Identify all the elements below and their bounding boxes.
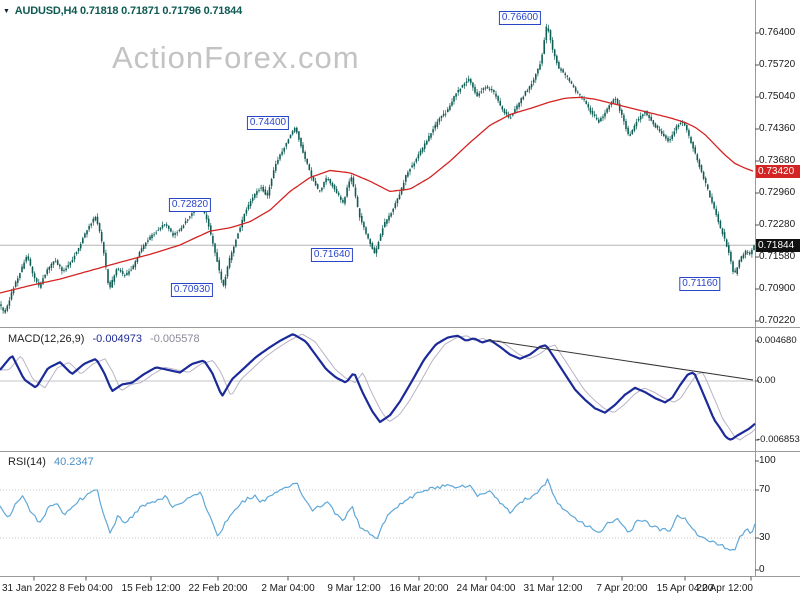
swing-price-label: 0.72820	[168, 198, 212, 212]
time-axis-label: 24 Mar 04:00	[456, 583, 516, 594]
time-axis-label: 8 Feb 04:00	[59, 583, 113, 594]
price-axis-tick: 0.74360	[759, 123, 796, 134]
rsi-axis-tick: 70	[759, 484, 771, 495]
axis-ticks	[33, 32, 759, 581]
time-axis-label: 2 Mar 04:00	[261, 583, 315, 594]
rsi-name: RSI(14)	[8, 456, 46, 468]
time-axis-label: 15 Apr 04:00	[656, 583, 714, 594]
panel-separators	[0, 0, 800, 577]
time-axis-label: 31 Jan 2022	[2, 583, 58, 594]
symbol-marker-icon: ▼	[3, 7, 10, 15]
price-axis-tick: 0.75040	[759, 91, 796, 102]
swing-price-label: 0.70930	[170, 283, 214, 297]
rsi-value: 40.2347	[53, 456, 94, 468]
time-axis-label: 31 Mar 12:00	[523, 583, 583, 594]
rsi-line	[0, 478, 756, 551]
rsi-axis-tick: 0	[759, 564, 765, 575]
macd-value: -0.004973	[92, 333, 143, 345]
time-axis-label: 22 Feb 20:00	[188, 583, 248, 594]
price-axis-tick: 0.71580	[759, 251, 796, 262]
swing-price-label: 0.76600	[498, 11, 542, 25]
time-axis-label: 16 Mar 20:00	[389, 583, 449, 594]
price-axis-tick: 0.72280	[759, 219, 796, 230]
rsi-indicator-label: RSI(14) 40.2347	[8, 456, 94, 468]
swing-price-label: 0.74400	[246, 116, 290, 130]
price-axis-tick: 0.76400	[759, 27, 796, 38]
time-axis-label: 22 Apr 12:00	[696, 583, 753, 594]
candles-series	[0, 23, 755, 314]
rsi-axis-tick: 30	[759, 532, 771, 543]
symbol-ohlc-text: AUDUSD,H4 0.71818 0.71871 0.71796 0.7184…	[14, 5, 242, 17]
macd-axis-tick: -0.006853	[757, 434, 800, 445]
macd-axis-tick: 0.00	[757, 375, 776, 386]
current-price-tag: 0.71844	[756, 238, 800, 252]
macd-name: MACD(12,26,9)	[8, 333, 85, 345]
price-axis-tick: 0.70220	[759, 315, 796, 326]
macd-trendline	[487, 339, 754, 381]
watermark: ActionForex.com	[112, 40, 360, 75]
swing-price-label: 0.71640	[310, 248, 354, 262]
price-axis-tick: 0.75720	[759, 59, 796, 70]
macd-signal-value: -0.005578	[150, 333, 200, 345]
time-axis-label: 9 Mar 12:00	[327, 583, 381, 594]
time-axis-label: 7 Apr 20:00	[596, 583, 648, 594]
ma-line	[0, 96, 754, 294]
price-axis-tick: 0.72960	[759, 187, 796, 198]
price-axis-tick: 0.73680	[759, 155, 796, 166]
macd-axis-tick: 0.004680	[757, 335, 797, 346]
price-axis-tick: 0.70900	[759, 283, 796, 294]
time-axis-label: 15 Feb 12:00	[121, 583, 181, 594]
chart-title: ▼ AUDUSD,H4 0.71818 0.71871 0.71796 0.71…	[3, 5, 242, 17]
ma-price-tag: 0.73420	[756, 165, 800, 179]
macd-lines	[0, 333, 756, 441]
rsi-axis-tick: 100	[759, 455, 776, 466]
swing-price-label: 0.71160	[679, 277, 721, 291]
macd-indicator-label: MACD(12,26,9) -0.004973 -0.005578	[8, 333, 200, 345]
